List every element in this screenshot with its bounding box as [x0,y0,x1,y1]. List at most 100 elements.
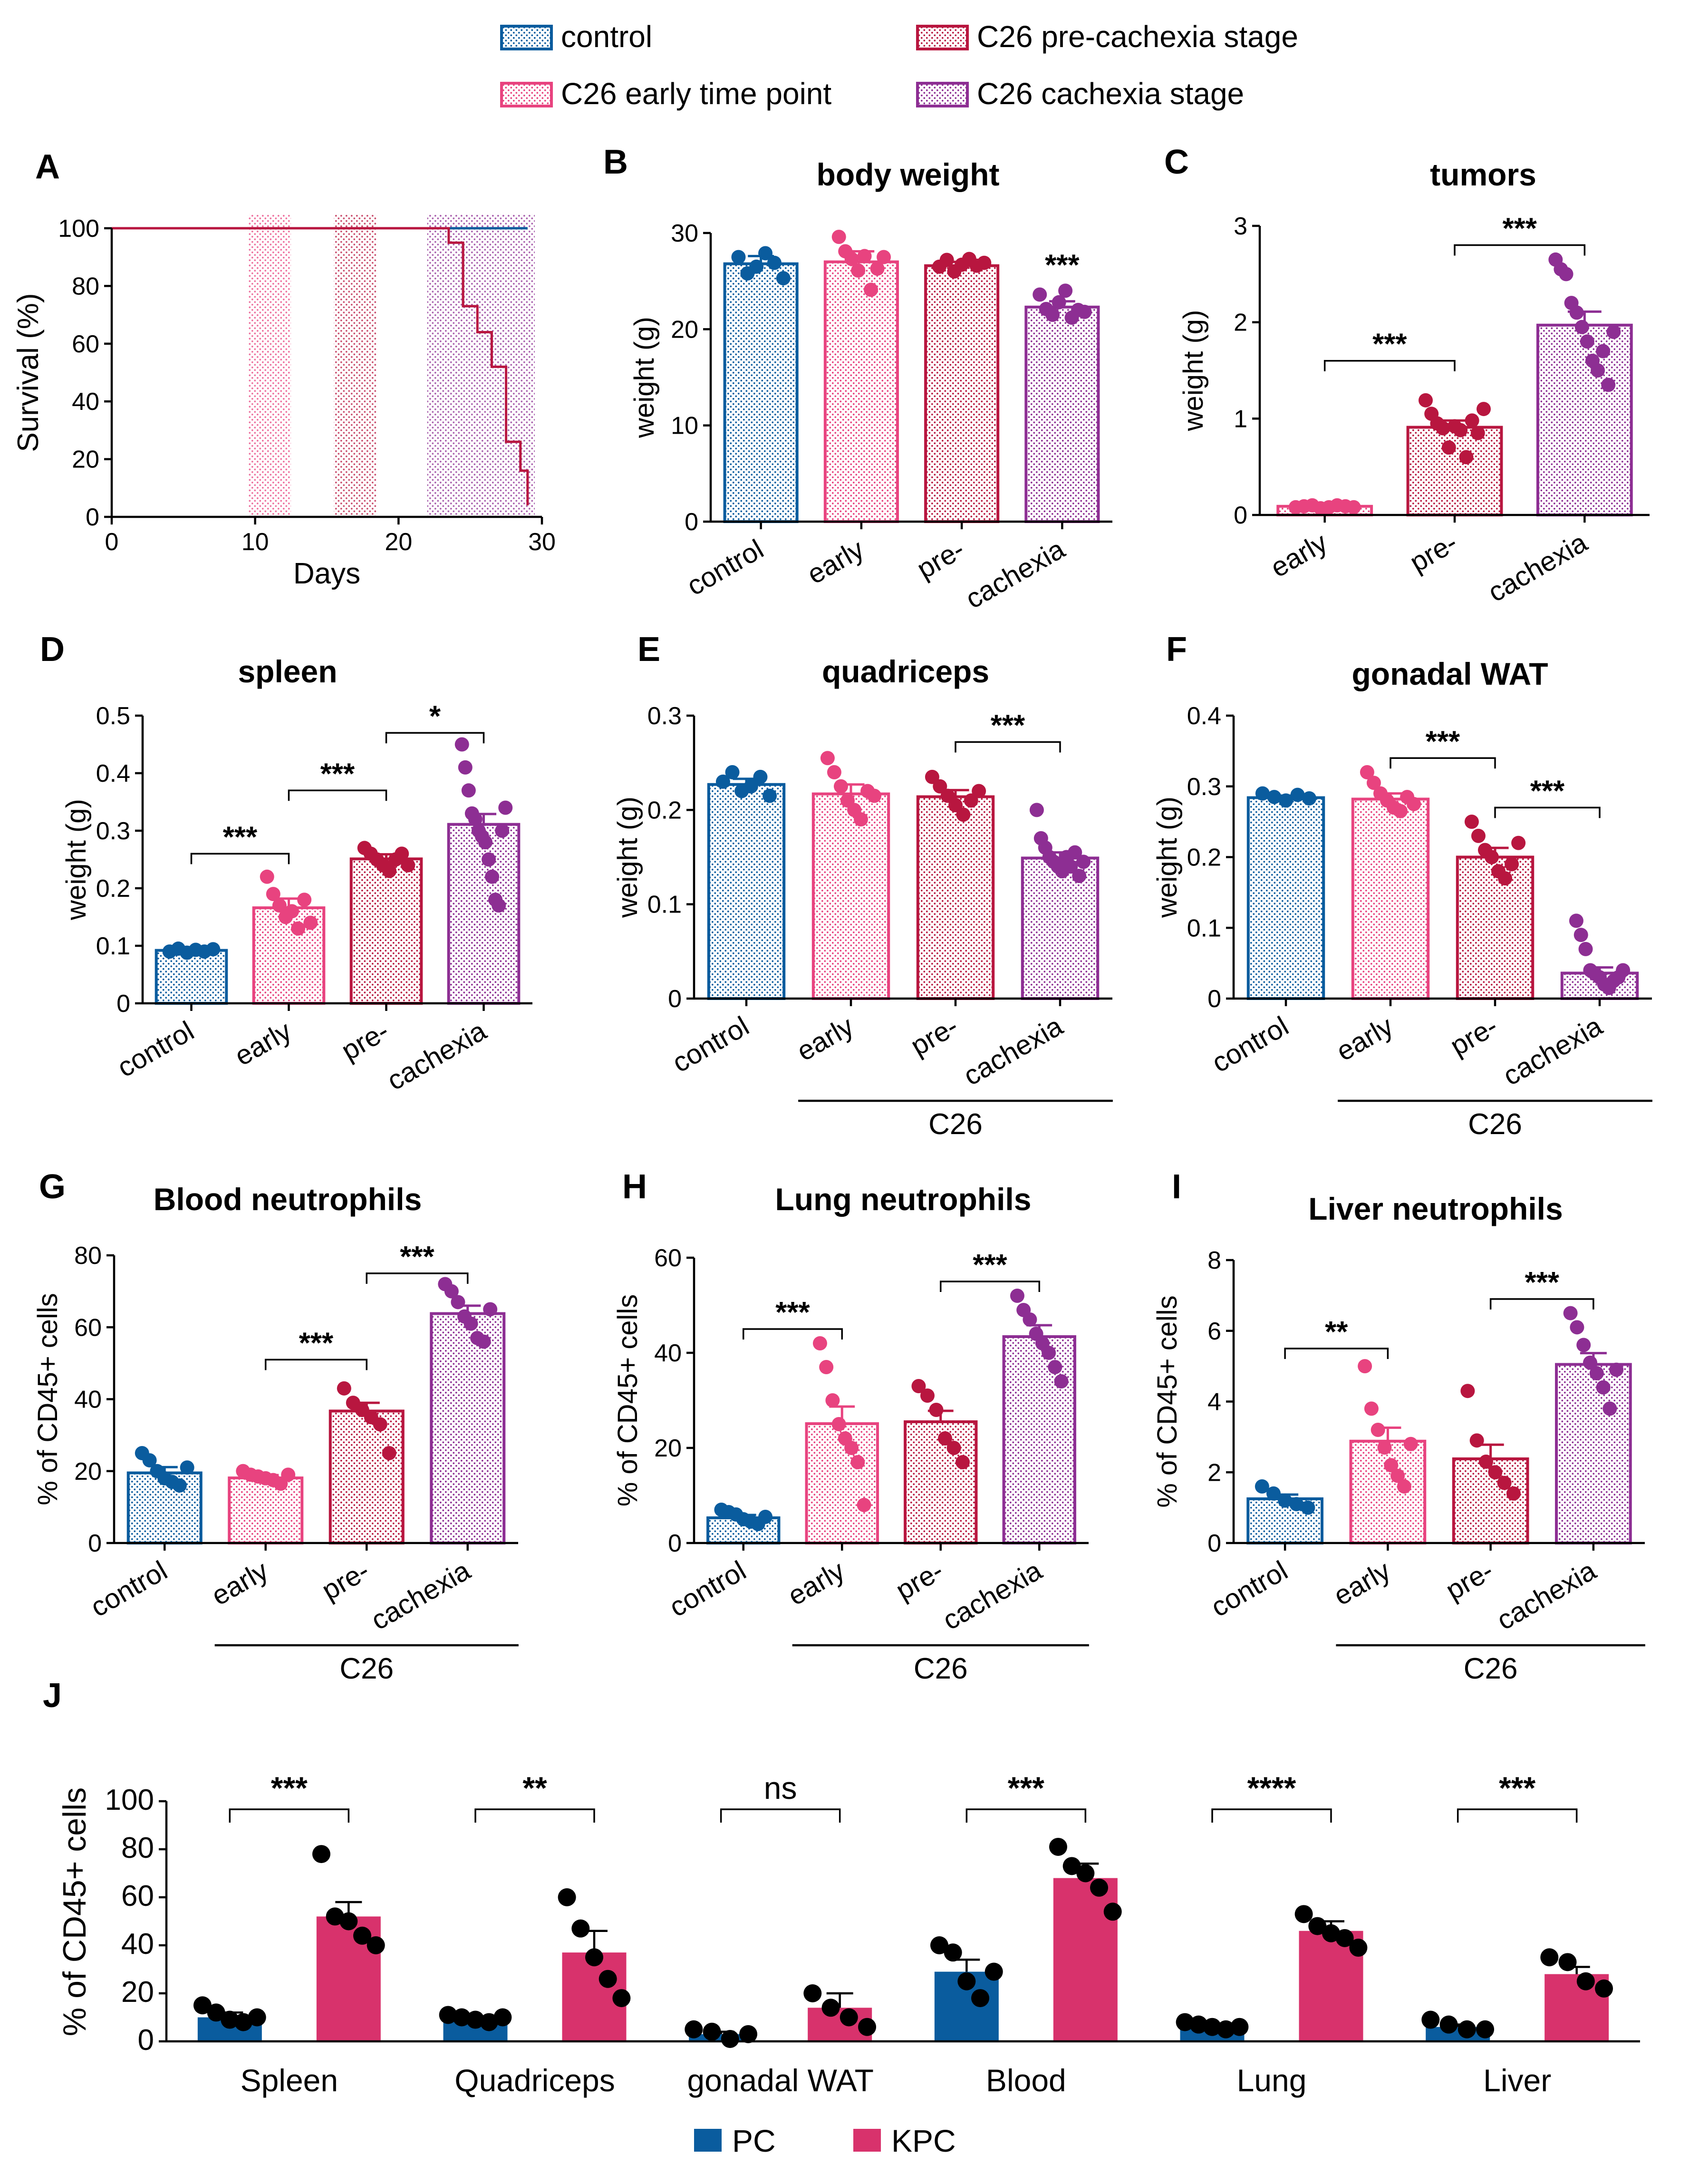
bar [1536,323,1633,516]
data-point [1103,1903,1122,1921]
data-point [1346,500,1361,514]
bracket-line [720,1808,841,1823]
data-point [739,2025,758,2043]
y-tick-label: 40 [74,1386,102,1414]
y-tick-label: 0 [668,985,682,1013]
bar-group-cachexia [1560,913,1639,1000]
data-point [207,2003,225,2022]
data-point [1366,776,1381,790]
data-point [844,252,859,266]
y-tick-label: 1 [1234,405,1247,433]
x-tick-label: gonadal WAT [687,2063,874,2098]
y-tick-label: 0 [138,2024,154,2057]
data-point [476,1334,491,1349]
significance-label: *** [1426,725,1460,758]
y-tick-label: 10 [671,412,698,440]
significance-label: *** [223,821,258,854]
bar [1555,1363,1632,1544]
bar-group-control [154,942,228,1005]
bar-group-cachexia [1536,252,1633,516]
bar [723,262,799,523]
data-point [763,788,777,803]
significance-label: *** [1045,249,1080,282]
x-tick-label: pre- [1445,1010,1503,1062]
y-tick-label: 60 [74,1314,102,1341]
significance-bracket: *** [1494,775,1601,818]
legend-item-early: C26 early time point [500,77,831,111]
bar [447,823,521,1005]
bar [349,857,423,1005]
bar-group-pre- [1456,815,1535,1000]
y-tick-label: 0 [88,1530,102,1557]
x-tick-label: control [112,1015,199,1083]
data-point [758,246,773,261]
data-point [1465,413,1479,428]
y-axis-label: % of CD45+ cells [57,1787,93,2036]
data-point [1358,1359,1372,1374]
significance-bracket: *** [940,1249,1040,1292]
data-point [1393,804,1408,818]
data-point [1072,869,1087,883]
bracket-line [1494,806,1601,818]
data-point [851,263,866,278]
data-point [1266,1486,1281,1501]
data-point [685,2020,703,2038]
bar [916,795,995,1000]
data-point [1606,324,1621,339]
data-point [458,760,473,775]
data-point [1470,426,1485,440]
shaded-range-early [248,214,291,517]
data-point [180,1460,194,1475]
panel-title: Liver neutrophils [1308,1191,1563,1226]
significance-bracket: ** [474,1770,595,1823]
y-tick-label: 60 [121,1880,154,1912]
data-point [1058,283,1073,298]
data-point [483,1302,498,1317]
data-point [957,1972,976,1990]
data-point [925,769,939,784]
bar [328,1409,405,1545]
data-point [303,915,318,930]
data-point [776,271,791,286]
bracket-line [1323,359,1456,371]
data-point [285,904,299,919]
bar-group-pre- [924,252,1000,523]
data-point [1580,334,1594,349]
data-point [1459,450,1474,465]
data-point [1023,1312,1037,1327]
data-point [1477,402,1491,417]
data-point [844,1441,859,1455]
data-point [1364,1401,1379,1416]
y-tick-label: 20 [72,446,99,474]
data-point [206,942,221,957]
data-point [1068,845,1082,860]
y-tick-label: 100 [105,1784,154,1816]
x-tick-label: Spleen [241,2063,338,2098]
y-tick-label: 80 [121,1832,154,1864]
data-point [972,784,986,798]
data-point [946,1441,961,1455]
data-point [1439,2015,1458,2034]
y-tick-label: 80 [74,1242,102,1270]
bar-group-control [706,1503,781,1544]
data-point [820,751,835,766]
bar-group-early [228,1464,304,1544]
bar-group-PC-Liver [1421,2010,1495,2041]
legend-item-control: control [500,19,652,54]
bar-group-pre- [916,769,995,1000]
y-axis-label: % of CD45+ cells [32,1293,63,1505]
y-tick-label: 0 [1207,985,1221,1013]
legend-label-kpc: KPC [891,2123,956,2158]
data-point [466,2010,484,2029]
data-point [439,2006,457,2024]
significance-label: * [429,700,441,733]
x-tick-label: cachexia [366,1555,475,1636]
data-point [1090,1878,1109,1897]
data-point [1255,786,1270,801]
data-point [1540,1948,1559,1967]
panel-letter: D [40,631,65,669]
x-tick-label: control [682,534,769,602]
legend-swatch-pc [694,2129,722,2152]
significance-label: *** [400,1241,434,1273]
